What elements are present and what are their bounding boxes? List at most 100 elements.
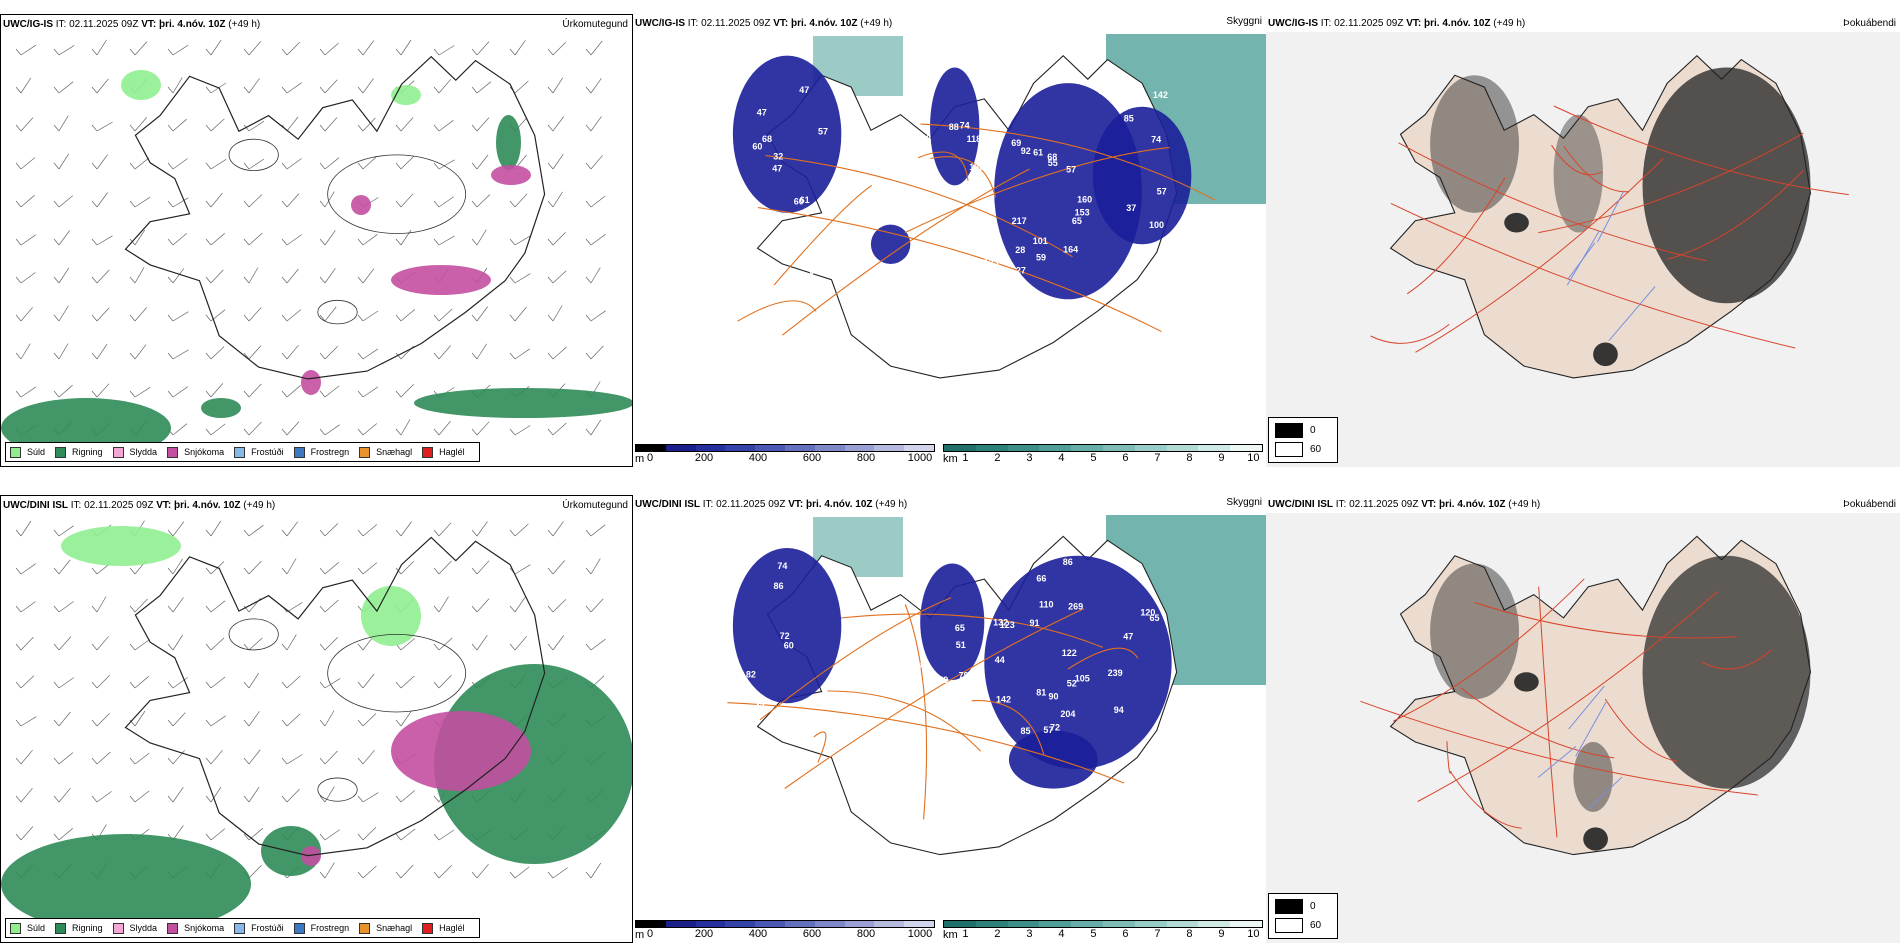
wind-barb-flag [91,352,98,360]
wind-barb [552,521,564,537]
colorbar-cell [1007,445,1040,451]
ceiling-value: 43 [932,251,942,261]
wind-barb-flag [91,162,98,170]
legend-swatch [1275,899,1303,914]
wind-barb [286,193,300,208]
legend-item: Snæhagl [359,446,412,458]
wind-barb [552,599,567,613]
wind-barb [172,677,188,689]
wind-barb-flag [167,719,174,727]
legend-swatch [1275,918,1303,933]
wind-barb [514,425,531,436]
product-title: Úrkomutegund [562,19,628,30]
wind-barb [248,120,265,132]
legend-swatch [293,446,305,458]
wind-barb [248,749,261,765]
wind-barb [514,866,530,879]
wind-barb [438,235,455,246]
wind-barb-flag [53,86,60,94]
wind-barb [172,712,186,727]
wind-barb [134,196,151,208]
map-header: UWC/DINI ISL IT: 02.11.2025 09Z VT: þri.… [635,499,908,510]
legend-item: 0 [1275,899,1316,914]
precip-area [361,586,421,646]
road [784,608,1085,789]
wind-barb [324,562,339,575]
wind-barb [172,118,187,132]
wind-barb-flag [357,719,364,727]
ceiling-value: 73 [815,243,825,253]
colorbar-tick: 5 [1090,452,1097,464]
road [1406,177,1506,295]
road [1449,771,1522,829]
wind-barb-flag [167,200,174,208]
fog-legend: 0 60 [1268,893,1338,939]
wind-barb-flag [205,238,212,246]
wind-barb-flag [205,681,212,689]
road [1701,649,1773,670]
wind-barb [400,561,415,575]
fog-area [1430,75,1520,213]
wind-barb [286,385,301,398]
wind-barb-flag [281,529,288,537]
road [840,613,1104,648]
wind-barb-flag [167,681,174,689]
wind-barb [362,673,375,689]
road-network [727,597,1139,820]
legend-swatch [1275,442,1303,457]
wind-barb [210,233,225,246]
colorbar-cell [1166,921,1199,927]
wind-barb-flag [319,605,326,613]
wind-barb [248,383,262,398]
wind-barb-flag [357,124,364,132]
wind-barb [172,634,183,651]
wind-barb-flag [471,605,478,613]
precip-map-canvas [1,39,632,458]
colorbar-cell [755,445,785,451]
wind-barb-flag [357,567,364,575]
ceiling-value: 47 [772,164,782,174]
wind-barb-flag [129,605,136,613]
wind-barb [20,563,36,575]
ceiling-map-canvas: 4740327486607273828611010565547281945912… [633,513,1266,911]
wind-barb [590,862,602,879]
wind-barb-flag [319,833,326,841]
colorbar-ticks: 0 200 400 600 800 1000 [635,452,935,465]
precip-type-map-dini: UWC/DINI ISL IT: 02.11.2025 09Z VT: þri.… [0,495,633,943]
wind-barb [400,638,415,651]
wind-barb-flag [509,643,516,651]
wind-barb-flag [15,276,22,284]
wind-barb-flag [53,390,60,398]
wind-barb-flag [15,643,22,651]
wind-barb-flag [547,200,554,208]
wind-barb [590,267,601,284]
colorbar-ticks: 0 200 400 600 800 1000 [635,928,935,941]
wind-barb-flag [243,757,250,765]
wind-barb-flag [281,314,288,322]
ceiling-value: 53 [782,278,792,288]
wind-barb [286,42,300,56]
legend-item: Rigning [55,922,103,934]
colorbar-tick: 8 [1186,452,1193,464]
colorbar-tick: 600 [802,928,822,940]
ceiling-value: 52 [1067,679,1077,689]
wind-barb-flag [585,314,592,322]
precip-area [491,165,531,185]
wind-barb-flag [281,719,288,727]
wind-barb-flag [319,428,326,436]
fog-area [1642,67,1811,304]
wind-barb-flag [91,719,98,727]
wind-barb-flag [91,48,98,56]
colorbar-cell [904,921,934,927]
colorbar-cell [874,445,905,451]
wind-barb-flag [167,276,174,284]
legend-item: Súld [10,922,45,934]
wind-barb-flag [243,124,250,132]
wind-barb-flag [15,529,22,537]
wind-barb-flag [319,871,326,879]
ceiling-value: 47 [757,108,767,118]
wind-barb [96,78,109,94]
wind-barb [324,117,338,132]
wind-barb-flag [15,238,22,246]
colorbar-cell [1198,921,1231,927]
